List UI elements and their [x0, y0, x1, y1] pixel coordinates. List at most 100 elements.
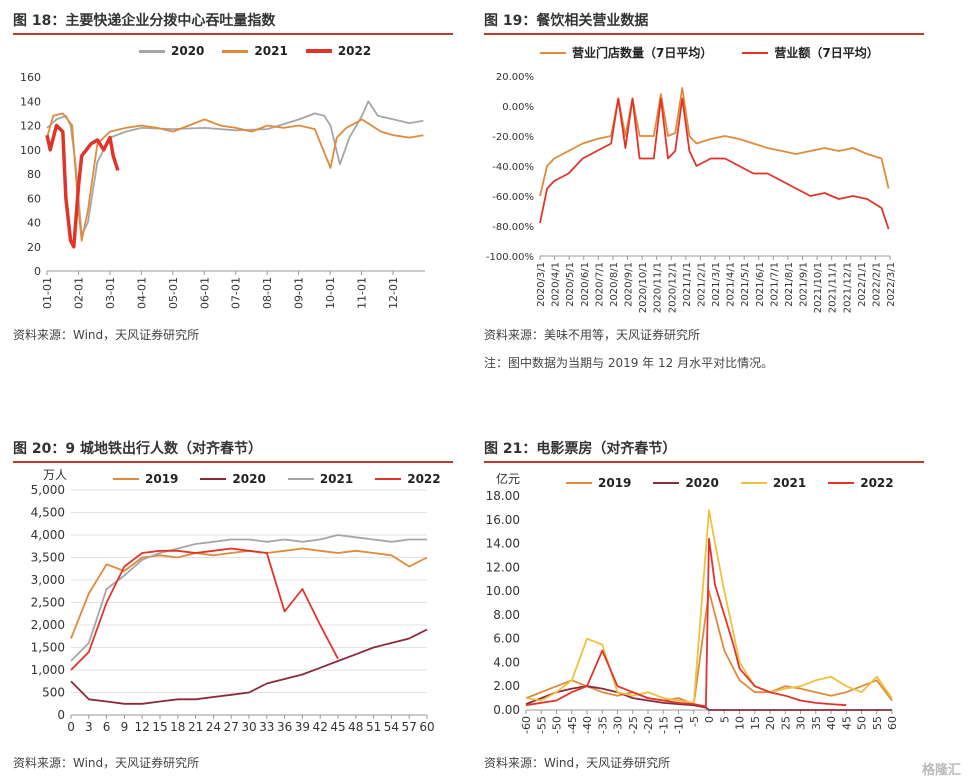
x-tick-label: -25: [627, 716, 640, 734]
x-tick-label: 2022/1/1: [857, 262, 868, 307]
x-tick-label: 48: [348, 720, 363, 734]
series-line-营业额（7日平均）: [539, 97, 890, 230]
x-tick-label: 2021/1/1: [682, 262, 693, 307]
unit-label: 亿元: [496, 472, 521, 486]
series-line-2021: [46, 112, 424, 242]
x-tick-label: 6: [103, 720, 111, 734]
x-tick-label: 42: [313, 720, 328, 734]
y-tick-label: -80.00%: [492, 222, 534, 233]
legend-label: 2019: [145, 472, 179, 486]
y-tick-label: 4,500: [31, 506, 65, 520]
x-tick-label: 02-01: [72, 277, 85, 309]
y-tick-label: 120: [20, 120, 41, 133]
legend-item: 2021: [222, 44, 288, 58]
x-tick-label: 50: [856, 716, 869, 730]
legend-item: 2022: [828, 476, 894, 490]
y-tick-label: -20.00%: [492, 132, 534, 143]
y-tick-label: 0: [57, 708, 65, 722]
y-tick-label: 18.00: [486, 489, 520, 503]
x-tick-label: 24: [206, 720, 221, 734]
footnote: 注：图中数据为当期与 2019 年 12 月水平对比情况。: [484, 356, 774, 370]
x-tick-label: 2021/3/1: [711, 262, 722, 307]
y-tick-label: 16.00: [486, 513, 520, 527]
x-tick-label: 2020/4/1: [551, 262, 562, 307]
legend-item: 2020: [653, 476, 719, 490]
x-tick-label: 2022/2/1: [871, 262, 882, 307]
x-tick-label: 30: [241, 720, 256, 734]
y-tick-label: -40.00%: [492, 162, 534, 173]
legend-label: 2022: [407, 472, 441, 486]
y-tick-label: 4.00: [493, 655, 520, 669]
x-tick-label: 11-01: [356, 277, 369, 309]
legend-item: 2021: [287, 472, 354, 486]
y-tick-label: 0.00: [493, 703, 520, 717]
x-tick-label: -40: [581, 716, 594, 734]
x-tick-label: -55: [535, 716, 548, 734]
x-tick-label: -50: [551, 716, 564, 734]
x-tick-label: 2021/6/1: [755, 262, 766, 307]
x-tick-label: 40: [825, 716, 838, 730]
series-line-2022: [45, 123, 120, 249]
legend-label: 2020: [171, 44, 205, 58]
x-tick-label: 2021/7/1: [769, 262, 780, 307]
x-tick-label: 2020/6/1: [580, 262, 591, 307]
x-tick-label: 51: [366, 720, 381, 734]
legend-item: 2019: [113, 472, 178, 486]
x-tick-label: 07-01: [230, 277, 243, 309]
title-rule: [484, 461, 924, 463]
y-tick-label: 20: [27, 241, 41, 254]
x-tick-label: 2021/5/1: [740, 262, 751, 307]
x-tick-label: 5: [718, 716, 731, 723]
y-tick-label: 2.00: [493, 679, 520, 693]
title-rule: [13, 461, 453, 463]
legend-label: 营业额（7日平均）: [774, 46, 879, 60]
x-tick-label: 2021/11/1: [828, 262, 839, 313]
x-tick-label: 01-01: [41, 277, 54, 309]
y-tick-label: 3,500: [31, 551, 65, 565]
legend-item: 2022: [375, 472, 441, 486]
series-line-2020: [70, 628, 428, 705]
y-tick-label: 6.00: [493, 632, 520, 646]
y-tick-label: 0.00%: [502, 102, 534, 113]
x-tick-label: -5: [688, 716, 701, 727]
x-tick-label: 2020/11/1: [653, 262, 664, 313]
chart-panel-19: 图 19：餐饮相关营业数据 营业门店数量（7日平均） 营业额（7日平均） 资料来…: [484, 8, 924, 378]
y-tick-label: -100.00%: [486, 252, 534, 263]
x-tick-label: 2021/4/1: [726, 262, 737, 307]
legend-label: 2022: [860, 476, 894, 490]
x-tick-label: 18: [170, 720, 185, 734]
x-tick-label: 55: [871, 716, 884, 730]
y-tick-label: 3,000: [31, 573, 65, 587]
x-tick-label: 12: [135, 720, 150, 734]
legend-item: 2020: [200, 472, 266, 486]
x-tick-label: 60: [886, 716, 899, 730]
legend-label: 2021: [319, 472, 354, 486]
legend-label: 2020: [232, 472, 266, 486]
chart-legend: 2019 2020 2021 2022: [113, 472, 441, 486]
x-tick-label: 2021/9/1: [799, 262, 810, 307]
y-tick-label: 14.00: [486, 537, 520, 551]
x-tick-label: -35: [596, 716, 609, 734]
y-tick-label: 40: [27, 217, 41, 230]
x-tick-label: 2020/9/1: [624, 262, 635, 307]
x-tick-label: 2021/8/1: [784, 262, 795, 307]
source-note: 资料来源：Wind，天风证券研究所: [13, 328, 200, 342]
legend-item: 2020: [139, 44, 204, 58]
y-tick-label: 100: [20, 144, 41, 157]
x-tick-label: 60: [419, 720, 434, 734]
y-tick-label: 8.00: [493, 608, 520, 622]
title-rule: [13, 33, 453, 35]
y-tick-label: 160: [20, 71, 41, 84]
series-line-2022: [70, 547, 339, 671]
x-tick-label: 36: [277, 720, 292, 734]
series-line-2020: [525, 685, 892, 711]
x-tick-label: 12-01: [387, 277, 400, 309]
watermark: 格隆汇: [921, 763, 961, 778]
x-tick-label: 2021/2/1: [696, 262, 707, 307]
legend-label: 2019: [598, 476, 632, 490]
series-line-2021: [70, 534, 427, 662]
x-tick-label: 45: [330, 720, 345, 734]
y-tick-label: 80: [27, 168, 41, 181]
x-tick-label: 27: [224, 720, 239, 734]
x-tick-label: -45: [566, 716, 579, 734]
